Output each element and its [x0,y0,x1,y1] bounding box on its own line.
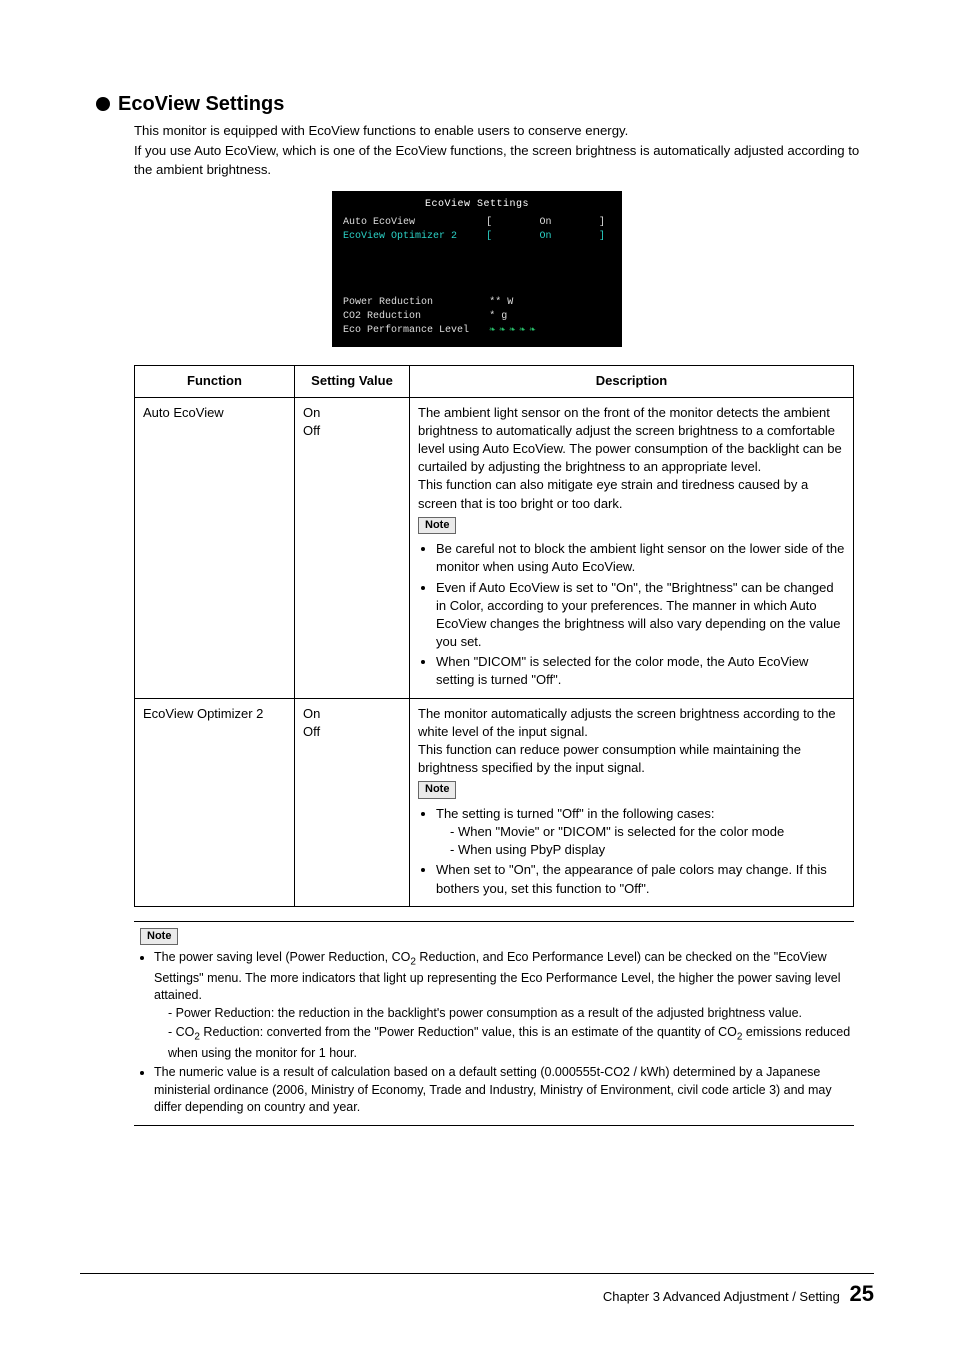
note-label: Note [140,928,178,945]
bracket-icon: ] [593,230,611,244]
footer-rule [80,1273,874,1274]
cell-setting-value: OnOff [295,397,410,698]
page-footer: Chapter 3 Advanced Adjustment / Setting … [603,1279,874,1310]
osd-title: EcoView Settings [343,198,611,212]
bottom-note-list: The power saving level (Power Reduction,… [140,949,854,1117]
intro-p2: If you use Auto EcoView, which is one of… [134,142,864,179]
bracket-icon: [ [480,230,498,244]
list-item: When set to "On", the appearance of pale… [436,861,845,897]
page-number: 25 [850,1281,874,1306]
list-item: Be careful not to block the ambient ligh… [436,540,845,576]
osd-power-label: Power Reduction [343,296,489,310]
osd-co2-value: * g [489,310,611,324]
table-row: EcoView Optimizer 2 OnOff The monitor au… [135,698,854,906]
table-header-row: Function Setting Value Description [135,366,854,397]
intro-p1: This monitor is equipped with EcoView fu… [134,122,864,140]
sub-item: CO2 Reduction: converted from the "Power… [168,1024,854,1062]
th-description: Description [410,366,854,397]
bracket-icon: ] [593,216,611,230]
heading-text: EcoView Settings [118,90,284,118]
cell-description: The monitor automatically adjusts the sc… [410,698,854,906]
leaf-icon: ❧ [519,324,525,338]
cell-setting-value: OnOff [295,698,410,906]
leaf-icon: ❧ [499,324,505,338]
section-heading: EcoView Settings [96,90,874,118]
bracket-icon: [ [480,216,498,230]
cell-function: EcoView Optimizer 2 [135,698,295,906]
list-item: The power saving level (Power Reduction,… [154,949,854,1062]
sub-item: Power Reduction: the reduction in the ba… [168,1005,854,1023]
osd-row-optimizer: EcoView Optimizer 2 [ On ] [343,230,611,244]
leaf-icon: ❧ [489,324,495,338]
eco-level-icons: ❧ ❧ ❧ ❧ ❧ [489,324,611,338]
list-item: The setting is turned "Off" in the follo… [436,805,845,860]
list-item: When "DICOM" is selected for the color m… [436,653,845,689]
note-list: Be careful not to block the ambient ligh… [418,540,845,690]
osd-row-label: EcoView Optimizer 2 [343,230,480,244]
osd-eco-label: Eco Performance Level [343,324,489,338]
footer-chapter: Chapter 3 Advanced Adjustment / Setting [603,1289,840,1304]
leaf-icon: ❧ [529,324,535,338]
th-function: Function [135,366,295,397]
osd-row-value: On [498,230,593,244]
osd-row-auto: Auto EcoView [ On ] [343,216,611,230]
intro-block: This monitor is equipped with EcoView fu… [134,122,864,179]
osd-power-value: ** W [489,296,611,310]
cell-description: The ambient light sensor on the front of… [410,397,854,698]
osd-screenshot: EcoView Settings Auto EcoView [ On ] Eco… [332,191,622,347]
cell-function: Auto EcoView [135,397,295,698]
settings-table: Function Setting Value Description Auto … [134,365,854,906]
osd-row-value: On [498,216,593,230]
osd-co2-label: CO2 Reduction [343,310,489,324]
list-item: Even if Auto EcoView is set to "On", the… [436,579,845,652]
sub-item: - When "Movie" or "DICOM" is selected fo… [450,823,845,841]
osd-row-label: Auto EcoView [343,216,480,230]
table-row: Auto EcoView OnOff The ambient light sen… [135,397,854,698]
sub-list: Power Reduction: the reduction in the ba… [160,1005,854,1063]
desc-text: The ambient light sensor on the front of… [418,404,845,513]
note-label: Note [418,517,456,534]
list-item: The numeric value is a result of calcula… [154,1064,854,1117]
bullet-icon [96,97,110,111]
sub-item: - When using PbyP display [450,841,845,859]
th-setting-value: Setting Value [295,366,410,397]
note-list: The setting is turned "Off" in the follo… [418,805,845,898]
desc-text: The monitor automatically adjusts the sc… [418,705,845,778]
osd-stats: Power Reduction** W CO2 Reduction* g Eco… [343,296,611,338]
leaf-icon: ❧ [509,324,515,338]
list-item-text: The setting is turned "Off" in the follo… [436,806,715,821]
note-label: Note [418,781,456,798]
bottom-note-block: Note The power saving level (Power Reduc… [134,921,854,1126]
